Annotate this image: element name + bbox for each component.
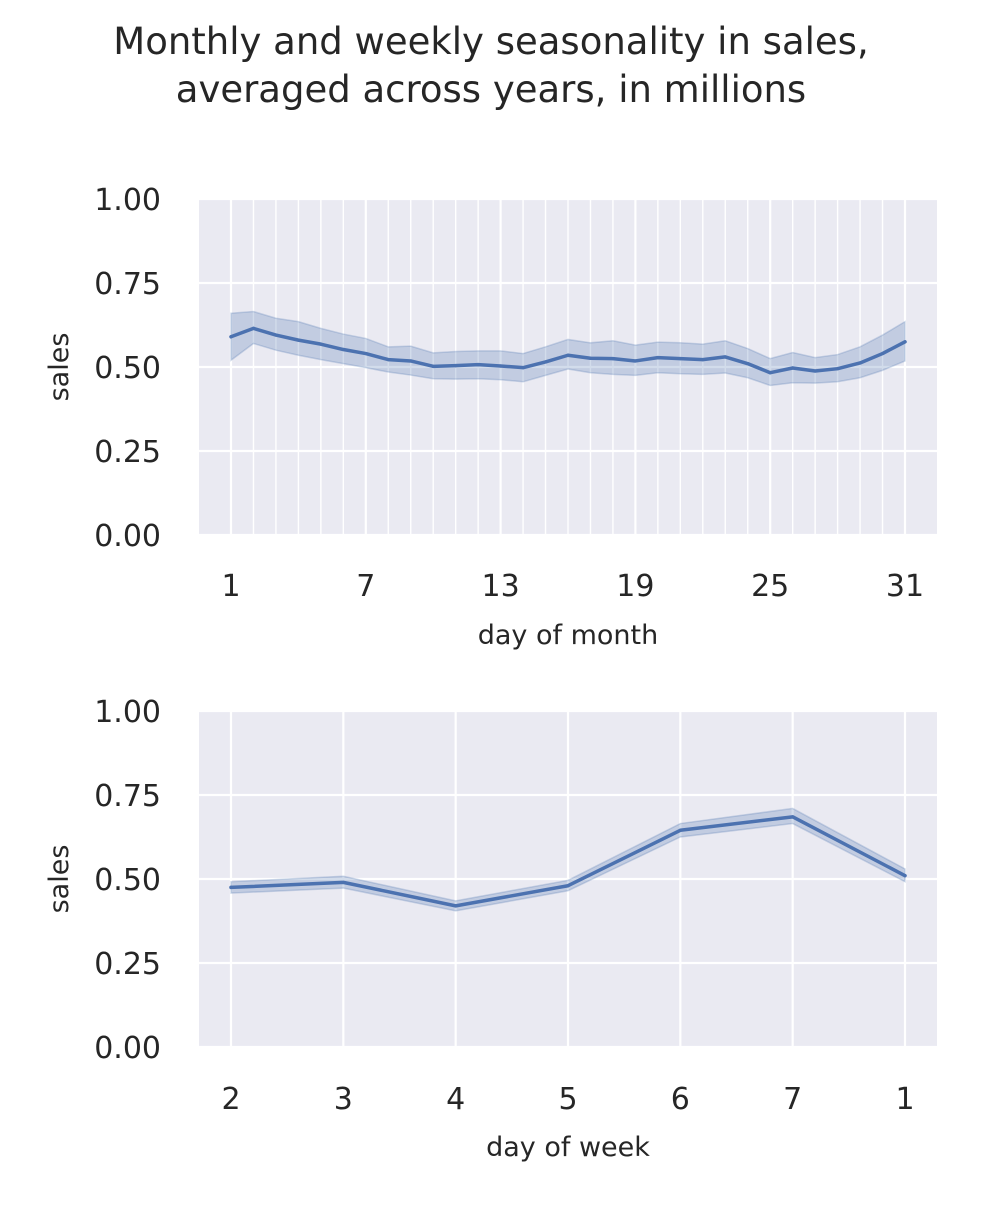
- month-x-tick-label: 7: [356, 569, 375, 604]
- week-data-point: [791, 815, 795, 819]
- month-data-point: [746, 362, 750, 366]
- monthly-seasonality-chart: 0.00 0.25 0.50 0.75 1.00 1 7 13 19 25 31 day of mon…: [44, 183, 937, 651]
- month-data-point: [903, 340, 907, 344]
- month-data-point: [386, 358, 390, 362]
- week-data-point: [903, 874, 907, 878]
- month-data-point: [229, 335, 233, 339]
- figure-title: Monthly and weekly seasonality in sales,…: [0, 18, 982, 114]
- month-confidence-band: [230, 310, 906, 387]
- month-data-point: [588, 356, 593, 360]
- week-x-tick-label: 1: [895, 1082, 914, 1117]
- week-x-tick-label: 2: [221, 1082, 240, 1117]
- month-data-point: [409, 359, 413, 363]
- month-data-point: [566, 353, 570, 357]
- month-data-point: [791, 366, 795, 370]
- month-data-point: [543, 360, 548, 364]
- month-data-point: [476, 363, 480, 367]
- week-x-tick-label: 6: [671, 1082, 690, 1117]
- month-data-point: [836, 367, 840, 371]
- month-y-tick-label: 0.50: [94, 351, 161, 386]
- month-data-point: [274, 333, 278, 337]
- week-y-tick-label: 0.75: [94, 779, 161, 814]
- month-y-axis-label: sales: [44, 333, 75, 402]
- month-data-point: [499, 364, 503, 368]
- month-data-point: [521, 366, 525, 370]
- month-data-point: [656, 355, 660, 360]
- weekly-seasonality-chart: 0.00 0.25 0.50 0.75 1.00 2 3 4 5 6 7 1 day of week sa…: [44, 695, 937, 1163]
- month-y-tick-label: 1.00: [94, 183, 161, 218]
- month-x-tick-label: 25: [751, 569, 789, 604]
- week-y-tick-label: 0.00: [94, 1031, 161, 1066]
- month-x-tick-label: 13: [482, 569, 520, 604]
- week-x-tick-label: 4: [446, 1082, 465, 1117]
- month-data-point: [880, 351, 885, 356]
- month-data-point: [768, 371, 772, 375]
- figure-title-line-2: averaged across years, in millions: [175, 68, 807, 111]
- figure-title-line-1: Monthly and weekly seasonality in sales,: [113, 20, 869, 63]
- month-x-tick-label: 1: [221, 569, 240, 604]
- week-x-axis-label: day of week: [486, 1132, 650, 1163]
- month-y-tick-label: 0.75: [94, 267, 161, 302]
- week-data-point: [341, 880, 345, 884]
- week-data-point: [454, 904, 458, 908]
- month-data-point: [678, 357, 682, 361]
- month-data-point: [454, 364, 458, 368]
- month-x-tick-label: 19: [616, 569, 654, 604]
- month-data-point: [858, 361, 862, 365]
- month-data-point: [341, 347, 345, 352]
- month-data-point: [813, 369, 817, 373]
- week-y-axis-label: sales: [44, 845, 75, 914]
- month-x-tick-label: 31: [886, 569, 924, 604]
- week-x-tick-label: 5: [558, 1082, 577, 1117]
- month-x-axis-label: day of month: [478, 620, 658, 651]
- month-data-point: [364, 351, 368, 356]
- week-x-tick-label: 7: [783, 1082, 802, 1117]
- week-data-point: [229, 885, 233, 890]
- month-data-point: [723, 355, 727, 359]
- week-data-point: [678, 828, 682, 832]
- month-data-point: [633, 359, 638, 363]
- month-data-point: [701, 358, 705, 362]
- week-y-tick-label: 0.25: [94, 947, 161, 982]
- week-confidence-band: [230, 807, 906, 912]
- week-data-point: [566, 884, 570, 888]
- week-x-tick-label: 3: [334, 1082, 353, 1117]
- month-data-point: [431, 364, 435, 368]
- month-data-point: [251, 326, 256, 330]
- month-data-point: [296, 338, 300, 342]
- week-y-tick-label: 0.50: [94, 863, 161, 898]
- month-data-point: [611, 357, 615, 361]
- month-y-tick-label: 0.00: [94, 519, 161, 554]
- month-data-point: [319, 342, 323, 346]
- month-y-tick-label: 0.25: [94, 435, 161, 470]
- week-y-tick-label: 1.00: [94, 695, 161, 730]
